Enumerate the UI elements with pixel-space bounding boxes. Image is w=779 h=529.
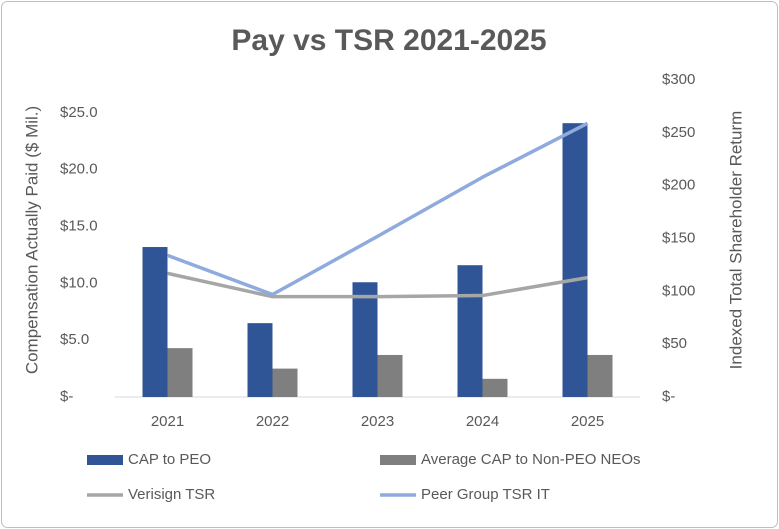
- y-axis-title: Compensation Actually Paid ($ Mil.): [22, 106, 41, 374]
- y2-tick-label: $300: [662, 71, 695, 88]
- bar: [167, 348, 193, 397]
- x-tick-label: 2023: [361, 413, 394, 430]
- bar: [142, 247, 168, 397]
- y2-tick-label: $150: [662, 229, 695, 246]
- y2-axis-title: Indexed Total Shareholder Returm: [726, 111, 745, 370]
- y2-tick-label: $50: [662, 335, 687, 352]
- bar: [377, 354, 403, 397]
- line: [166, 121, 589, 297]
- y-tick-label: $25.0: [60, 104, 98, 121]
- y-tick-label: $10.0: [60, 274, 98, 291]
- x-tick-label: 2024: [466, 413, 499, 430]
- y-tick-label: $15.0: [60, 218, 98, 235]
- y2-tick-label: $200: [662, 177, 695, 194]
- y2-tick-label: $100: [662, 282, 695, 299]
- bar: [482, 378, 508, 397]
- bar: [247, 323, 273, 397]
- x-tick-label: 2022: [256, 413, 289, 430]
- x-tick-label: 2021: [151, 413, 184, 430]
- bar: [272, 368, 298, 397]
- legend-swatch: [380, 455, 416, 465]
- legend-label: Verisign TSR: [128, 486, 215, 503]
- y-tick-label: $20.0: [60, 161, 98, 178]
- legend-label: Average CAP to Non-PEO NEOs: [421, 451, 641, 468]
- line: [167, 271, 588, 299]
- y2-tick-label: $250: [662, 124, 695, 141]
- y2-tick-label: $-: [662, 388, 675, 405]
- bar: [352, 282, 378, 397]
- bar: [562, 123, 588, 397]
- legend-label: Peer Group TSR IT: [421, 486, 550, 503]
- y-tick-label: $-: [60, 388, 73, 405]
- bar: [587, 354, 613, 397]
- x-tick-label: 2025: [571, 413, 604, 430]
- y-tick-label: $5.0: [60, 331, 89, 348]
- legend-label: CAP to PEO: [128, 451, 211, 468]
- chart-title: Pay vs TSR 2021-2025: [231, 24, 546, 57]
- legend-swatch: [87, 455, 123, 465]
- bar: [457, 265, 483, 397]
